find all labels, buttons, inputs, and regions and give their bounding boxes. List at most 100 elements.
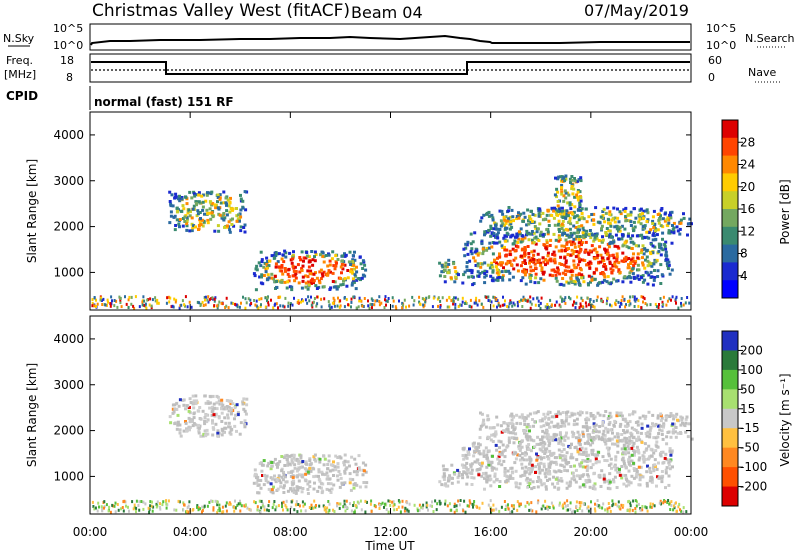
power-data-cell bbox=[499, 219, 503, 223]
power-noise-cell bbox=[445, 298, 448, 302]
velocity-noise-cell bbox=[187, 510, 190, 514]
power-data-cell bbox=[633, 225, 637, 229]
power-noise-cell bbox=[93, 304, 96, 308]
velocity-data-cell bbox=[553, 485, 557, 489]
velocity-noise-cell bbox=[275, 505, 278, 509]
velocity-data-cell bbox=[457, 474, 461, 478]
power-data-cell bbox=[590, 244, 594, 248]
power-data-cell bbox=[589, 236, 593, 240]
power-data-cell bbox=[259, 250, 263, 254]
power-data-cell bbox=[239, 208, 243, 212]
power-data-cell bbox=[600, 224, 604, 228]
velocity-data-cell bbox=[468, 471, 472, 475]
power-data-cell bbox=[608, 234, 612, 238]
power-noise-cell bbox=[384, 298, 386, 302]
power-data-cell bbox=[532, 249, 536, 253]
power-noise-cell bbox=[144, 304, 147, 308]
velocity-data-cell bbox=[591, 463, 595, 467]
velocity-data-cell bbox=[311, 466, 315, 470]
power-noise-cell bbox=[370, 297, 373, 301]
power-data-cell bbox=[208, 207, 212, 211]
power-data-cell bbox=[182, 207, 186, 211]
velocity-data-cell bbox=[480, 474, 484, 478]
power-noise-cell bbox=[183, 303, 186, 307]
velocity-data-cell bbox=[687, 422, 691, 426]
velocity-noise-cell bbox=[667, 499, 670, 502]
power-noise-cell bbox=[680, 304, 683, 308]
velocity-noise-cell bbox=[472, 505, 474, 509]
velocity-noise-cell bbox=[182, 508, 185, 512]
velocity-data-cell bbox=[503, 430, 507, 433]
power-data-cell bbox=[645, 230, 649, 234]
velocity-data-cell bbox=[594, 429, 598, 433]
velocity-noise-cell bbox=[296, 510, 299, 514]
velocity-noise-cell bbox=[393, 503, 396, 507]
velocity-data-cell bbox=[270, 461, 274, 464]
power-noise-cell bbox=[207, 300, 210, 304]
velocity-noise-cell bbox=[393, 508, 396, 512]
velocity-data-cell bbox=[325, 487, 329, 491]
velocity-data-cell bbox=[562, 454, 566, 458]
power-data-cell bbox=[578, 283, 582, 287]
power-data-cell bbox=[487, 210, 491, 214]
power-noise-cell bbox=[441, 296, 444, 300]
power-data-cell bbox=[462, 247, 466, 251]
velocity-noise-cell bbox=[392, 500, 395, 504]
velocity-data-cell bbox=[559, 470, 563, 473]
power-noise-cell bbox=[213, 299, 216, 303]
power-data-cell bbox=[667, 263, 671, 267]
velocity-data-cell bbox=[562, 465, 566, 469]
power-data-cell bbox=[330, 257, 334, 261]
velocity-data-cell bbox=[443, 474, 447, 478]
power-data-cell bbox=[533, 281, 537, 285]
velocity-data-cell bbox=[681, 421, 684, 425]
power-data-cell bbox=[332, 285, 336, 289]
power-data-cell bbox=[560, 183, 564, 187]
power-noise-cell bbox=[624, 305, 627, 309]
velocity-data-cell bbox=[623, 464, 627, 468]
velocity-data-cell bbox=[303, 467, 307, 471]
power-noise-cell bbox=[448, 305, 451, 309]
velocity-data-cell bbox=[538, 447, 542, 451]
velocity-data-cell bbox=[619, 422, 623, 426]
power-noise-cell bbox=[394, 305, 397, 309]
power-noise-cell bbox=[201, 300, 204, 304]
velocity-noise-cell bbox=[308, 506, 311, 509]
power-data-cell bbox=[608, 222, 612, 226]
power-data-cell bbox=[508, 215, 512, 219]
power-data-cell bbox=[640, 251, 643, 255]
velocity-data-cell bbox=[528, 482, 532, 486]
power-data-cell bbox=[499, 261, 503, 265]
power-data-cell bbox=[463, 270, 467, 274]
power-data-cell bbox=[273, 280, 277, 284]
velocity-data-cell bbox=[472, 476, 476, 480]
velocity-data-cell bbox=[674, 415, 678, 419]
velocity-data-cell bbox=[563, 438, 567, 442]
velocity-noise-cell bbox=[161, 503, 164, 507]
power-data-cell bbox=[653, 269, 656, 272]
power-data-cell bbox=[613, 260, 617, 264]
power-data-cell bbox=[510, 234, 514, 238]
velocity-data-cell bbox=[211, 394, 215, 398]
power-noise-cell bbox=[385, 303, 387, 307]
velocity-data-cell bbox=[188, 428, 191, 432]
velocity-data-cell bbox=[595, 434, 599, 438]
power-data-cell bbox=[578, 203, 582, 207]
velocity-data-cell bbox=[286, 455, 290, 459]
power-data-cell bbox=[178, 218, 182, 221]
power-data-cell bbox=[331, 250, 335, 254]
velocity-data-cell bbox=[657, 432, 661, 435]
velocity-data-cell bbox=[661, 474, 665, 478]
velocity-data-cell bbox=[604, 410, 608, 413]
velocity-data-cell bbox=[492, 480, 496, 484]
power-noise-cell bbox=[627, 300, 629, 303]
power-data-cell bbox=[526, 245, 530, 248]
velocity-data-cell bbox=[616, 444, 620, 448]
velocity-data-cell bbox=[365, 481, 369, 485]
velocity-noise-cell bbox=[455, 504, 458, 508]
velocity-data-cell bbox=[364, 485, 368, 489]
velocity-data-cell bbox=[539, 425, 543, 429]
power-data-cell bbox=[600, 256, 604, 260]
power-data-cell bbox=[168, 221, 172, 225]
power-data-cell bbox=[535, 230, 539, 234]
